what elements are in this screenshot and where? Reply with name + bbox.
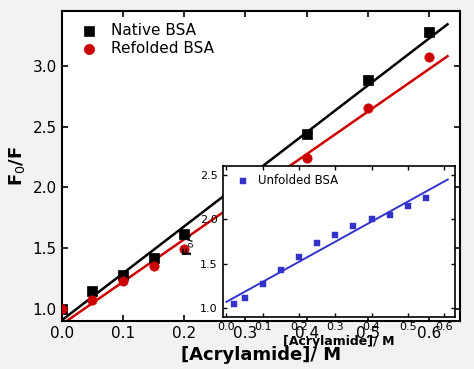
Legend: Unfolded BSA: Unfolded BSA [228,172,341,190]
Unfolded BSA [331,232,339,238]
Refolded BSA [119,278,127,284]
Native BSA [242,188,249,194]
Refolded BSA [242,209,249,215]
Unfolded BSA [404,203,411,209]
Native BSA [119,272,127,278]
X-axis label: [Acrylamide]/ M: [Acrylamide]/ M [283,335,395,348]
Refolded BSA [303,155,310,161]
Native BSA [364,77,372,83]
Refolded BSA [180,246,188,252]
Unfolded BSA [295,254,303,260]
Unfolded BSA [313,241,321,246]
Unfolded BSA [386,212,393,218]
Refolded BSA [89,297,96,303]
Native BSA [58,306,65,312]
Unfolded BSA [230,301,237,307]
Unfolded BSA [350,223,357,229]
Refolded BSA [425,54,433,60]
Refolded BSA [58,306,65,312]
Native BSA [303,131,310,137]
Native BSA [180,231,188,237]
Unfolded BSA [241,295,248,301]
Native BSA [150,255,157,261]
Refolded BSA [364,106,372,111]
Refolded BSA [150,263,157,269]
X-axis label: [Acrylamide]/ M: [Acrylamide]/ M [181,346,341,365]
Legend: Native BSA, Refolded BSA: Native BSA, Refolded BSA [69,19,218,61]
Unfolded BSA [277,267,284,273]
Unfolded BSA [259,282,266,287]
Unfolded BSA [422,195,430,201]
Native BSA [425,29,433,35]
Y-axis label: F$_0$/F: F$_0$/F [7,146,27,186]
Native BSA [89,288,96,294]
Unfolded BSA [368,217,375,223]
Y-axis label: F$_o$/F: F$_o$/F [182,228,197,256]
